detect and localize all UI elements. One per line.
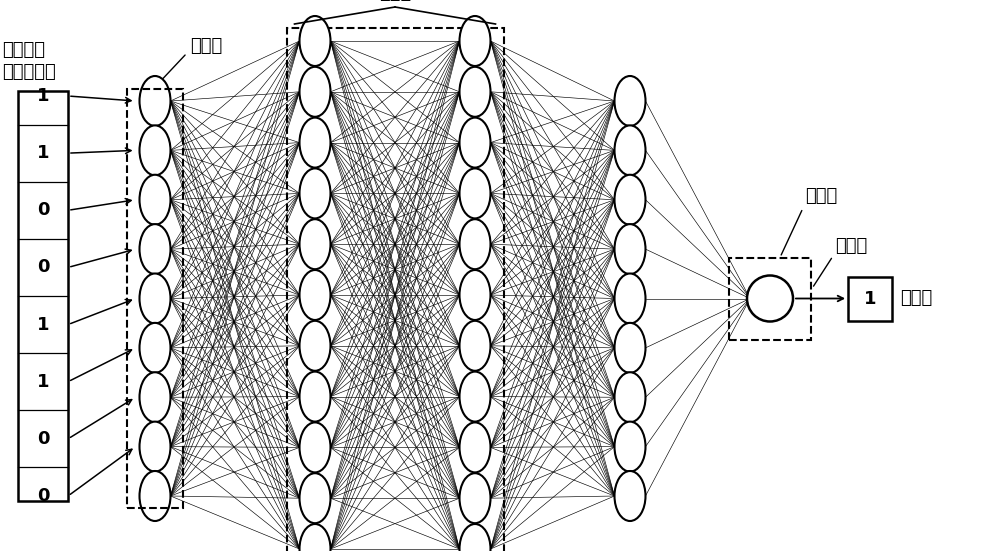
Ellipse shape [614, 323, 646, 373]
Ellipse shape [140, 422, 170, 472]
Text: 输出层: 输出层 [805, 187, 837, 205]
Ellipse shape [614, 422, 646, 472]
Text: 1: 1 [37, 144, 49, 162]
Ellipse shape [460, 169, 490, 218]
Ellipse shape [300, 117, 330, 168]
Ellipse shape [300, 169, 330, 218]
Ellipse shape [460, 117, 490, 168]
Ellipse shape [614, 126, 646, 175]
Ellipse shape [460, 219, 490, 269]
Ellipse shape [300, 473, 330, 523]
Text: 0: 0 [37, 430, 49, 448]
Text: 隐藏层: 隐藏层 [379, 0, 411, 2]
Ellipse shape [460, 473, 490, 523]
Ellipse shape [300, 321, 330, 371]
Text: 0: 0 [37, 487, 49, 505]
Ellipse shape [614, 175, 646, 225]
Ellipse shape [614, 471, 646, 521]
Ellipse shape [300, 524, 330, 551]
Ellipse shape [140, 471, 170, 521]
Ellipse shape [460, 371, 490, 422]
Text: 1: 1 [37, 372, 49, 391]
Text: 1: 1 [864, 289, 876, 307]
Circle shape [747, 276, 793, 321]
Ellipse shape [460, 67, 490, 117]
Ellipse shape [614, 224, 646, 274]
Ellipse shape [300, 67, 330, 117]
Ellipse shape [460, 423, 490, 472]
Ellipse shape [140, 175, 170, 225]
Text: 0: 0 [37, 201, 49, 219]
Ellipse shape [140, 273, 170, 323]
Text: 1: 1 [37, 316, 49, 333]
Ellipse shape [300, 423, 330, 472]
Ellipse shape [460, 524, 490, 551]
Ellipse shape [300, 16, 330, 66]
Ellipse shape [614, 372, 646, 422]
Ellipse shape [614, 273, 646, 323]
Ellipse shape [140, 224, 170, 274]
Ellipse shape [460, 321, 490, 371]
Ellipse shape [140, 76, 170, 126]
Ellipse shape [300, 270, 330, 320]
Ellipse shape [460, 16, 490, 66]
Text: 初级测试
校正子向量: 初级测试 校正子向量 [2, 41, 56, 81]
Text: 0: 0 [37, 258, 49, 277]
Text: 输入层: 输入层 [190, 37, 222, 55]
Ellipse shape [300, 371, 330, 422]
Ellipse shape [140, 126, 170, 175]
Ellipse shape [614, 76, 646, 126]
Ellipse shape [140, 323, 170, 373]
FancyBboxPatch shape [848, 277, 892, 321]
Ellipse shape [460, 270, 490, 320]
Text: 标记値: 标记値 [900, 289, 932, 307]
Ellipse shape [300, 219, 330, 269]
FancyBboxPatch shape [18, 91, 68, 501]
Ellipse shape [140, 372, 170, 422]
Text: 1: 1 [37, 87, 49, 105]
Text: 成功类: 成功类 [835, 237, 867, 255]
